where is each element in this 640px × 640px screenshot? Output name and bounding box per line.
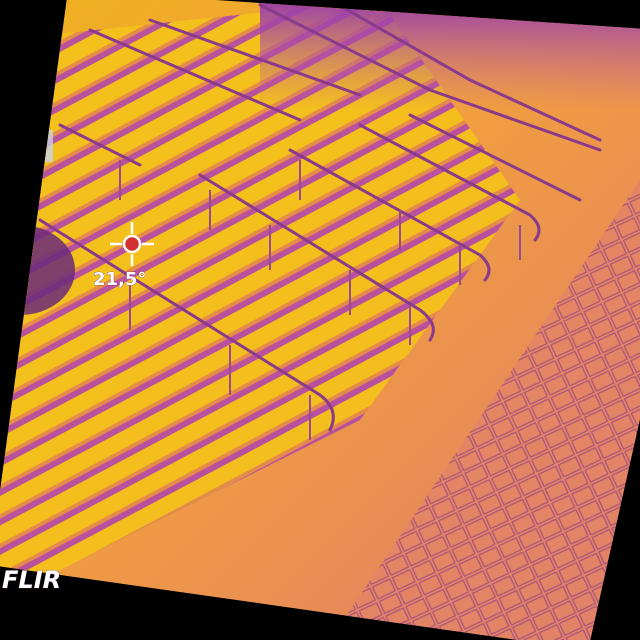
- posts: [119, 160, 521, 440]
- railing: [198, 173, 435, 342]
- logo: FLIR: [2, 566, 61, 594]
- shape: [122, 234, 142, 254]
- railing: [88, 28, 302, 122]
- temperature-label: 21,5°: [93, 269, 146, 290]
- railings: [38, 0, 602, 432]
- railing: [288, 148, 491, 282]
- railing: [328, 0, 602, 142]
- railing: [148, 18, 362, 97]
- pavement: [330, 180, 640, 640]
- railing: [258, 3, 602, 152]
- crosshair: [110, 222, 154, 266]
- railing: [358, 123, 541, 242]
- stairs: [0, 0, 520, 600]
- railing: [58, 123, 142, 167]
- railing: [38, 218, 335, 432]
- railing: [408, 113, 582, 202]
